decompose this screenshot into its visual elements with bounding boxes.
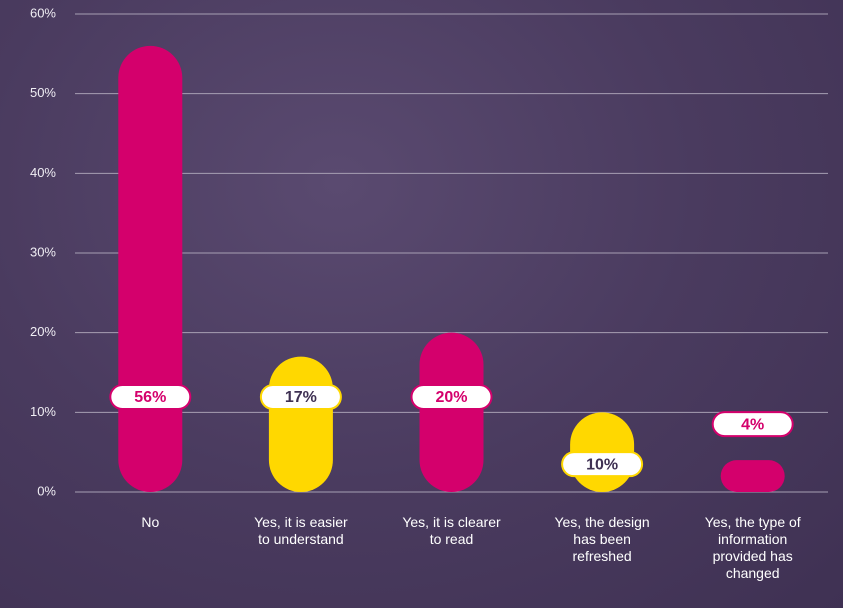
value-label-box	[259, 384, 342, 410]
y-tick-label: 0%	[37, 483, 56, 498]
y-tick-label: 40%	[30, 165, 56, 180]
y-tick-label: 20%	[30, 324, 56, 339]
value-label-box	[410, 384, 493, 410]
x-tick-label: Yes, it is clearer to read	[402, 514, 501, 547]
bar	[118, 45, 183, 492]
value-label: 20%	[435, 389, 467, 406]
x-tick-label: Yes, the design has been refreshed	[554, 514, 650, 564]
value-label-box	[561, 451, 644, 478]
value-label: 17%	[285, 389, 317, 406]
value-label-box	[711, 411, 794, 438]
y-tick-label: 50%	[30, 85, 56, 100]
y-tick-label: 60%	[30, 5, 56, 20]
y-tick-label: 30%	[30, 244, 56, 259]
x-tick-label: No	[141, 514, 160, 530]
bar	[419, 332, 484, 492]
y-tick-label: 10%	[30, 404, 56, 419]
x-tick-label: Yes, it is easier to understand	[254, 514, 348, 547]
value-label-box	[109, 384, 192, 410]
value-label: 10%	[586, 456, 618, 473]
value-label: 56%	[134, 389, 166, 406]
value-label: 4%	[741, 416, 764, 433]
bar	[268, 356, 333, 492]
bar	[720, 460, 785, 492]
x-tick-label: Yes, the type of information provided ha…	[704, 514, 801, 581]
